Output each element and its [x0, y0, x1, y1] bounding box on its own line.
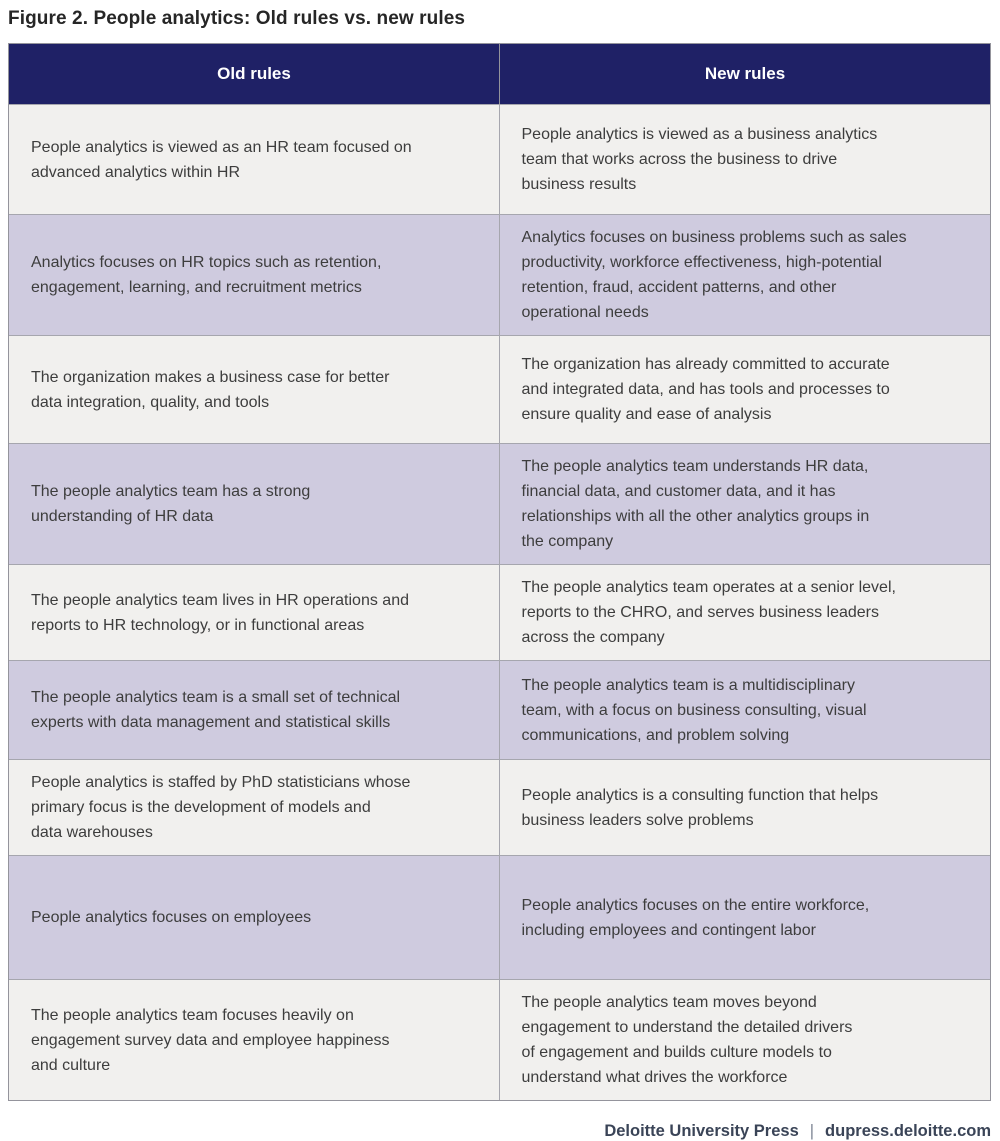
table-row: People analytics is staffed by PhD stati… — [9, 759, 990, 855]
table-row: People analytics is viewed as an HR team… — [9, 104, 990, 214]
old-rule-cell: People analytics is viewed as an HR team… — [9, 105, 500, 214]
column-header-old-rules: Old rules — [9, 44, 500, 104]
table-row: People analytics focuses on employees Pe… — [9, 855, 990, 979]
table-row: The people analytics team has a strong u… — [9, 443, 990, 564]
footer-separator: | — [809, 1122, 815, 1140]
old-rule-cell: The people analytics team has a strong u… — [9, 444, 500, 564]
table-row: The organization makes a business case f… — [9, 335, 990, 443]
publisher-name: Deloitte University Press — [604, 1122, 799, 1140]
old-rule-cell: The people analytics team lives in HR op… — [9, 565, 500, 660]
new-rule-cell: The people analytics team understands HR… — [521, 458, 870, 550]
new-rule-cell: The people analytics team is a multidisc… — [521, 676, 867, 744]
new-rule-cell: The people analytics team operates at a … — [521, 579, 896, 646]
column-header-new-rules: New rules — [704, 64, 786, 83]
publisher-url: dupress.deloitte.com — [825, 1122, 991, 1140]
new-rule-cell: People analytics is a consulting functio… — [521, 786, 879, 829]
new-rule-cell: Analytics focuses on business problems s… — [521, 229, 907, 321]
table-row: Analytics focuses on HR topics such as r… — [9, 214, 990, 335]
figure-footer: Deloitte University Press | dupress.delo… — [8, 1122, 991, 1141]
new-rule-cell: The organization has already committed t… — [521, 356, 890, 423]
old-rule-cell: The people analytics team focuses heavil… — [9, 980, 500, 1100]
table-row: The people analytics team focuses heavil… — [9, 979, 990, 1100]
table-row: The people analytics team lives in HR op… — [9, 564, 990, 660]
old-rule-cell: The people analytics team is a small set… — [9, 661, 500, 759]
old-rule-cell: People analytics focuses on employees — [9, 856, 500, 979]
new-rule-cell: The people analytics team moves beyond e… — [521, 994, 853, 1086]
rules-comparison-table: Old rules New rules People analytics is … — [8, 43, 991, 1101]
figure-page: Figure 2. People analytics: Old rules vs… — [8, 8, 991, 1140]
table-row: The people analytics team is a small set… — [9, 660, 990, 759]
table-header-row: Old rules New rules — [9, 44, 990, 104]
old-rule-cell: Analytics focuses on HR topics such as r… — [9, 215, 500, 335]
new-rule-cell: People analytics focuses on the entire w… — [521, 896, 870, 939]
figure-title: Figure 2. People analytics: Old rules vs… — [8, 8, 466, 29]
old-rule-cell: People analytics is staffed by PhD stati… — [9, 760, 500, 855]
new-rule-cell: People analytics is viewed as a business… — [521, 126, 878, 193]
old-rule-cell: The organization makes a business case f… — [9, 336, 500, 443]
